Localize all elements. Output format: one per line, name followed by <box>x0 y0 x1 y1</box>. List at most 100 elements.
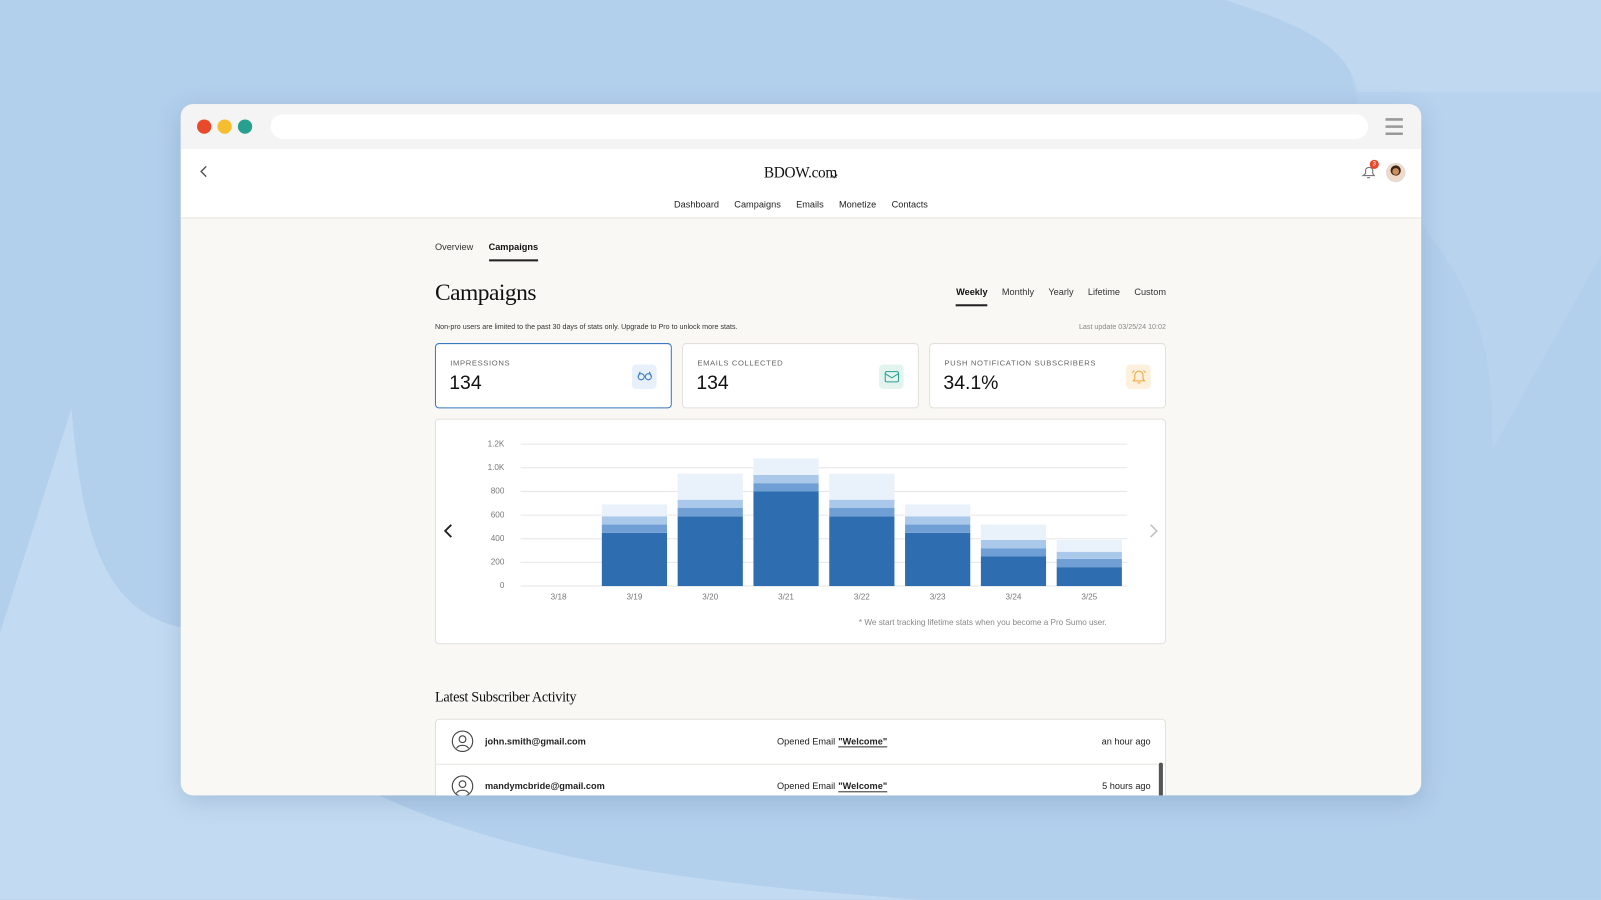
bar-segment <box>753 458 819 475</box>
browser-toolbar <box>180 104 1422 150</box>
nav-link[interactable]: Dashboard <box>674 199 719 210</box>
bar-segment <box>753 483 819 492</box>
notification-badge <box>1369 159 1379 169</box>
bar-segment <box>677 499 743 508</box>
blob <box>1225 0 1601 92</box>
action-text: Opened Email <box>776 781 836 792</box>
site-name[interactable]: BDOW.com <box>763 165 838 182</box>
activity-row[interactable]: john.smith@gmail.com Opened Email "Welcome… <box>435 720 1165 765</box>
x-tick-label: 3/21 <box>778 592 794 601</box>
close-dot[interactable] <box>197 119 212 134</box>
user-icon <box>451 775 474 796</box>
bar-segment <box>980 556 1047 587</box>
bar-segment <box>829 499 895 508</box>
stat-icon-glyph <box>637 371 652 381</box>
y-tick-label: 800 <box>491 487 505 496</box>
prev-week[interactable] <box>443 524 452 538</box>
x-tick-label: 3/24 <box>1006 592 1022 601</box>
stat-label: IMPRESSIONS <box>450 358 511 368</box>
action-text: Opened Email <box>776 736 836 747</box>
stat-label: PUSH NOTIFICATION SUBSCRIBERS <box>944 358 1097 368</box>
notification-count: 3 <box>1372 161 1376 168</box>
stat-icon <box>631 364 657 390</box>
action-item[interactable]: "Welcome" <box>838 781 888 793</box>
bar-segment <box>601 524 668 533</box>
bar-segment <box>601 532 668 587</box>
stat-cards: IMPRESSIONS 134 EMAILS COLLECTED 134 PUSH NO… <box>434 343 1166 409</box>
bar-segment <box>829 516 895 587</box>
menu-icon[interactable] <box>1385 118 1403 136</box>
activity-time: an hour ago <box>1101 736 1151 747</box>
sub-tab[interactable]: Overview <box>434 241 474 253</box>
stat-card[interactable]: IMPRESSIONS 134 <box>434 343 672 409</box>
toolbar-icons <box>197 114 1403 139</box>
period-tab[interactable]: Lifetime <box>1087 286 1121 298</box>
bar-segment <box>905 532 971 587</box>
activity-row[interactable]: mandymcbride@gmail.com Opened Email "Welco… <box>436 765 1165 796</box>
chart-footnote: * We start tracking lifetime stats when … <box>859 618 1107 627</box>
x-tick-label: 3/19 <box>626 592 642 601</box>
last-update: Last update 03/25/24 10:02 <box>1078 323 1166 331</box>
scrollbar <box>1158 762 1163 796</box>
y-tick-label: 0 <box>500 581 505 590</box>
activity-action: Opened Email "Welcome" <box>776 736 888 748</box>
y-tick-label: 1.2K <box>488 439 505 448</box>
x-tick-label: 3/25 <box>1081 592 1097 601</box>
bar-segment <box>1056 539 1122 552</box>
bar-segment <box>601 516 668 525</box>
y-tick-label: 1.0K <box>488 463 505 472</box>
address-bar[interactable] <box>270 114 1369 139</box>
bar-segment <box>829 473 895 500</box>
stat-value: 134 <box>696 372 729 395</box>
nav-link[interactable]: Emails <box>796 199 824 210</box>
activity-time: 5 hours ago <box>1102 781 1151 792</box>
user-icon-glyph <box>451 775 474 796</box>
sub-tabs: Overview Campaigns <box>434 241 539 262</box>
period-tab[interactable]: Monthly <box>1001 286 1035 298</box>
avatar-face <box>1392 168 1400 175</box>
subscriber-email: mandymcbride@gmail.com <box>484 781 605 792</box>
maximize-dot[interactable] <box>237 119 253 134</box>
bar-segment <box>1056 567 1122 587</box>
y-tick-label: 400 <box>491 534 505 543</box>
stat-value: 34.1% <box>943 372 999 395</box>
stat-card[interactable]: PUSH NOTIFICATION SUBSCRIBERS 34.1% <box>929 343 1166 409</box>
activity-action: Opened Email "Welcome" <box>776 781 888 793</box>
action-item[interactable]: "Welcome" <box>838 736 888 748</box>
bell-icon[interactable] <box>1361 166 1376 179</box>
sub-tab[interactable]: Campaigns <box>488 242 539 262</box>
page-title: Campaigns <box>434 279 537 306</box>
main-nav: Dashboard Campaigns Emails Monetize Contacts <box>181 199 1422 209</box>
site-dropdown[interactable] <box>830 174 838 179</box>
minimize-dot[interactable] <box>217 119 232 134</box>
bar-segment <box>905 516 971 525</box>
x-tick-label: 3/23 <box>930 592 946 601</box>
bar-segment <box>1056 558 1122 568</box>
next-week[interactable] <box>1150 524 1158 538</box>
user-icon <box>451 730 474 753</box>
nav-link[interactable]: Monetize <box>839 199 877 210</box>
bar-segment <box>980 524 1047 540</box>
stat-label: EMAILS COLLECTED <box>697 358 784 368</box>
bar-segment <box>677 516 743 587</box>
activity-title: Latest Subscriber Activity <box>434 690 577 706</box>
bar-segment <box>1056 551 1122 559</box>
subscriber-email: john.smith@gmail.com <box>484 736 586 747</box>
stat-value: 134 <box>449 372 482 395</box>
bar-segment <box>601 504 668 517</box>
period-tab[interactable]: Weekly <box>956 287 988 307</box>
bar-segment <box>677 507 743 517</box>
x-tick-label: 3/20 <box>702 592 718 601</box>
period-tab[interactable]: Yearly <box>1048 286 1074 298</box>
bar-segment <box>753 491 819 587</box>
activity-list: john.smith@gmail.com Opened Email "Welcome… <box>434 718 1166 796</box>
back-button[interactable] <box>200 165 207 178</box>
nav-link[interactable]: Contacts <box>891 199 928 210</box>
period-tab[interactable]: Custom <box>1134 286 1166 298</box>
y-tick-label: 200 <box>491 558 505 567</box>
nav-link[interactable]: Campaigns <box>734 199 781 210</box>
stat-icon-glyph <box>1131 370 1146 384</box>
stat-icon-glyph <box>884 371 899 383</box>
stat-card[interactable]: EMAILS COLLECTED 134 <box>682 343 919 409</box>
